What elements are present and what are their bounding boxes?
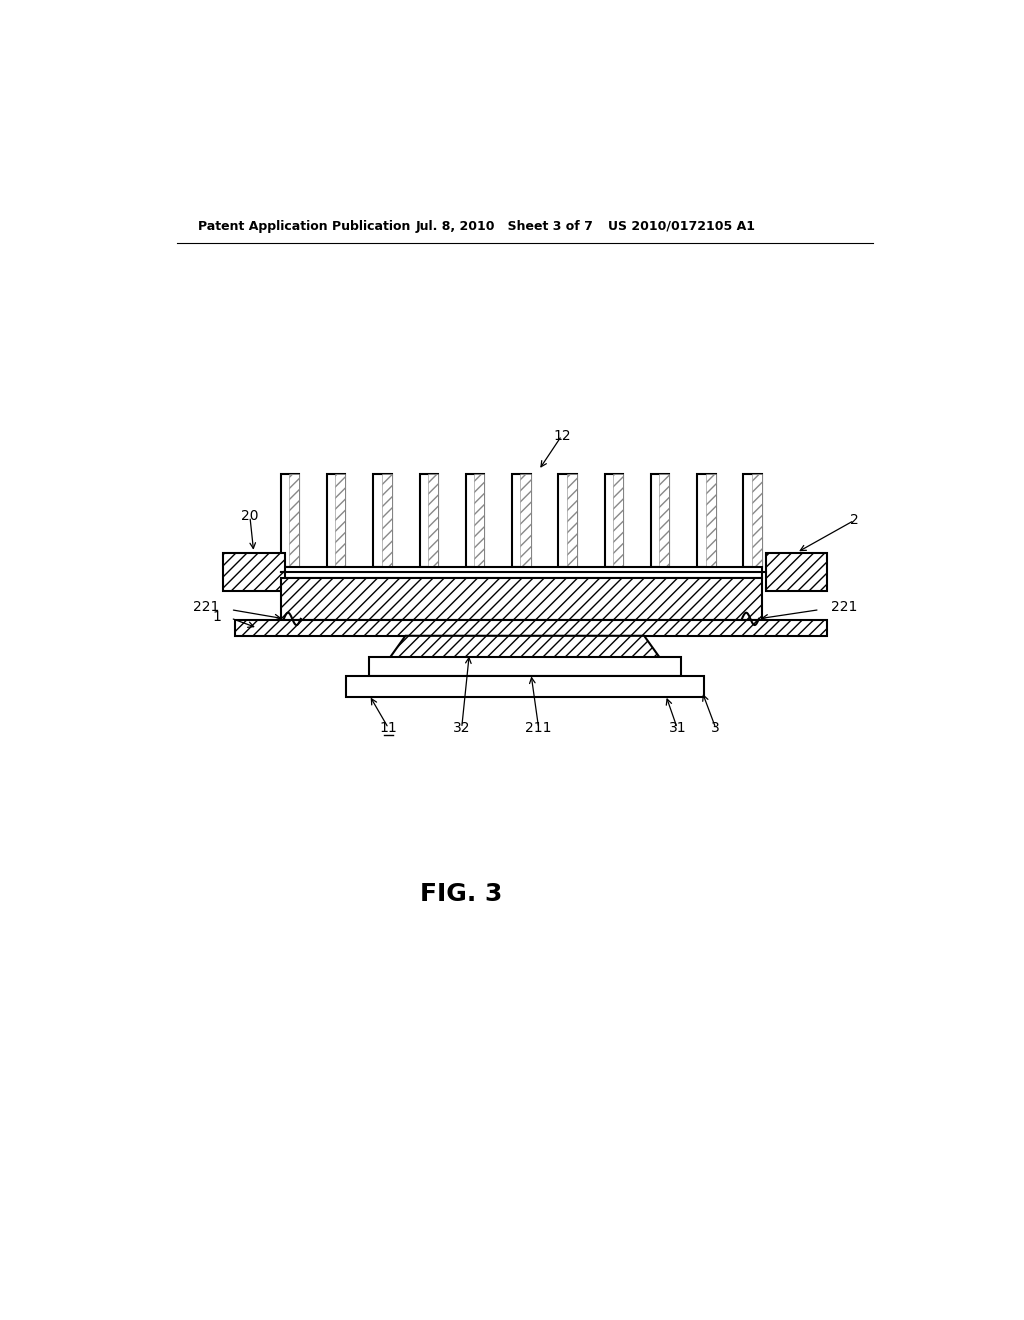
Bar xyxy=(346,676,705,697)
Bar xyxy=(234,620,827,636)
Bar xyxy=(743,474,762,566)
Bar xyxy=(558,474,577,566)
Text: Patent Application Publication: Patent Application Publication xyxy=(199,219,411,232)
Bar xyxy=(281,566,762,578)
Text: Jul. 8, 2010   Sheet 3 of 7: Jul. 8, 2010 Sheet 3 of 7 xyxy=(416,219,593,232)
Text: 2: 2 xyxy=(850,513,859,527)
Bar xyxy=(520,474,530,566)
Bar xyxy=(281,474,299,566)
Bar xyxy=(566,474,577,566)
Bar xyxy=(651,474,670,566)
Bar xyxy=(512,474,530,566)
Bar xyxy=(327,474,345,566)
Text: 221: 221 xyxy=(831,601,858,614)
Text: US 2010/0172105 A1: US 2010/0172105 A1 xyxy=(608,219,755,232)
Text: FIG. 3: FIG. 3 xyxy=(421,882,503,906)
Bar xyxy=(766,553,827,591)
Text: 221: 221 xyxy=(193,601,219,614)
Bar xyxy=(604,474,624,566)
Polygon shape xyxy=(390,636,659,657)
Bar xyxy=(374,474,392,566)
Bar xyxy=(428,474,438,566)
Text: 31: 31 xyxy=(669,721,686,735)
Bar xyxy=(420,474,438,566)
Bar xyxy=(474,474,484,566)
Text: 1: 1 xyxy=(213,610,221,623)
Text: 3: 3 xyxy=(712,721,720,735)
Text: 11: 11 xyxy=(380,721,397,735)
Bar xyxy=(613,474,624,566)
Text: 20: 20 xyxy=(242,510,259,524)
Bar xyxy=(289,474,299,566)
Bar xyxy=(281,578,762,620)
Bar xyxy=(382,474,392,566)
Bar xyxy=(752,474,762,566)
Text: 32: 32 xyxy=(453,721,470,735)
Bar xyxy=(697,474,716,566)
Text: 12: 12 xyxy=(553,429,570,442)
Bar xyxy=(370,657,681,676)
Bar xyxy=(659,474,670,566)
Bar xyxy=(466,474,484,566)
Bar xyxy=(706,474,716,566)
Bar xyxy=(335,474,345,566)
Bar xyxy=(223,553,285,591)
Text: 211: 211 xyxy=(525,721,552,735)
